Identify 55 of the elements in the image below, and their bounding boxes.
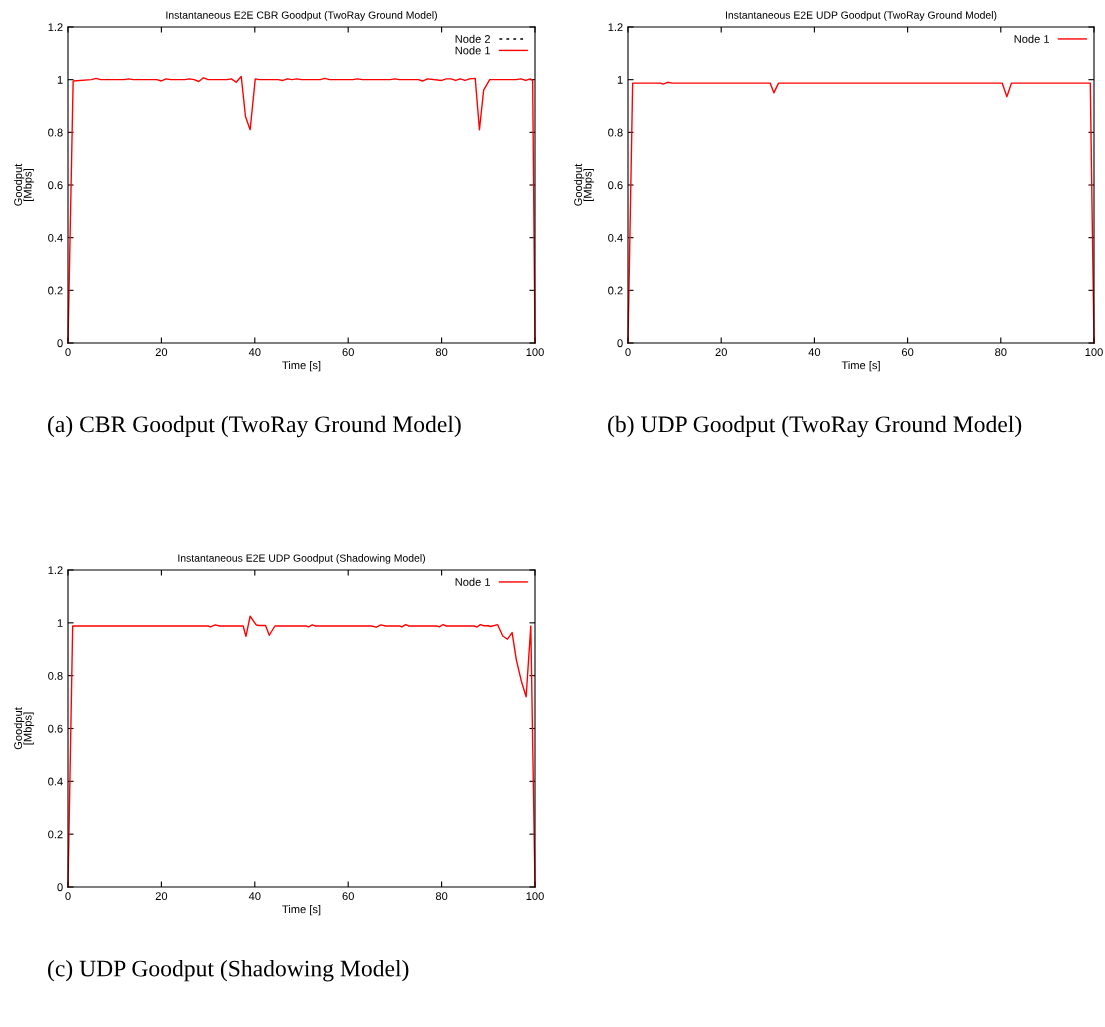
x-tick-label: 60 <box>342 348 354 357</box>
text: (a) CBR Goodput (TwoRay Ground Model) <box>48 415 461 438</box>
text: (c) UDP Goodput (Shadowing Model) <box>48 959 409 982</box>
y-tick-label: 0.4 <box>608 233 623 242</box>
y-tick-label: 0.2 <box>48 286 63 295</box>
x-tick-label: 0 <box>65 892 71 901</box>
x-tick-label: 100 <box>526 348 544 357</box>
x-tick-label: 80 <box>995 348 1007 357</box>
x-tick-label: 60 <box>901 348 914 357</box>
legend-label: Node 1 <box>455 46 491 55</box>
y-tick-label: 0.6 <box>48 181 63 190</box>
x-tick-label: 100 <box>1085 348 1103 357</box>
y-tick-label: 0.4 <box>48 777 63 786</box>
y-tick-label: 0.4 <box>48 233 63 242</box>
y-tick-label: 1.2 <box>48 566 63 575</box>
x-axis-title: Time [s] <box>841 361 880 372</box>
y-tick-label: 0.8 <box>608 128 623 137</box>
text: (b) UDP Goodput (TwoRay Ground Model) <box>608 415 1022 438</box>
x-tick-label: 60 <box>342 892 354 901</box>
legend-label: Node 2 <box>455 34 490 43</box>
x-tick-label: 80 <box>435 348 448 357</box>
x-tick-label: 0 <box>625 348 631 357</box>
y-tick-label: 0 <box>57 883 63 892</box>
y-tick-label: 1 <box>57 76 63 84</box>
y-tick-label: 0.2 <box>48 830 63 839</box>
chart-title: Instantaneous E2E UDP Goodput (Shadowing Model) <box>178 554 425 564</box>
y-tick-label: 0.6 <box>608 181 623 190</box>
y-tick-label: 1 <box>617 76 623 84</box>
x-tick-label: 100 <box>526 892 544 901</box>
x-tick-label: 40 <box>248 892 261 901</box>
y-axis-title: Goodput [Mbps] <box>573 163 594 206</box>
chart-title: Instantaneous E2E CBR Goodput (TwoRay Ground Model) <box>166 11 437 21</box>
x-tick-label: 20 <box>155 348 168 357</box>
y-tick-label: 0.6 <box>48 724 63 733</box>
x-axis-title: Time [s] <box>282 905 321 916</box>
y-tick-label: 0.8 <box>48 128 63 137</box>
y-tick-label: 0.2 <box>608 286 623 295</box>
legend-label: Node 1 <box>455 577 491 586</box>
y-tick-label: 0 <box>57 339 63 348</box>
x-tick-label: 80 <box>435 892 448 901</box>
y-tick-label: 1.2 <box>48 23 63 32</box>
x-tick-label: 40 <box>808 348 821 357</box>
chart-title: Instantaneous E2E UDP Goodput (TwoRay Ground Model) <box>725 11 997 21</box>
y-tick-label: 0 <box>617 339 623 348</box>
x-tick-label: 20 <box>715 348 727 357</box>
y-tick-label: 0.8 <box>48 671 63 680</box>
y-axis-title: Goodput [Mbps] <box>13 163 34 206</box>
x-tick-label: 0 <box>65 348 71 357</box>
x-tick-label: 20 <box>155 892 168 901</box>
x-tick-label: 40 <box>248 348 261 357</box>
y-tick-label: 1 <box>57 619 63 627</box>
y-axis-title: Goodput [Mbps] <box>13 707 34 750</box>
x-axis-title: Time [s] <box>282 361 321 372</box>
y-tick-label: 1.2 <box>608 23 623 32</box>
legend-label: Node 1 <box>1014 34 1050 43</box>
